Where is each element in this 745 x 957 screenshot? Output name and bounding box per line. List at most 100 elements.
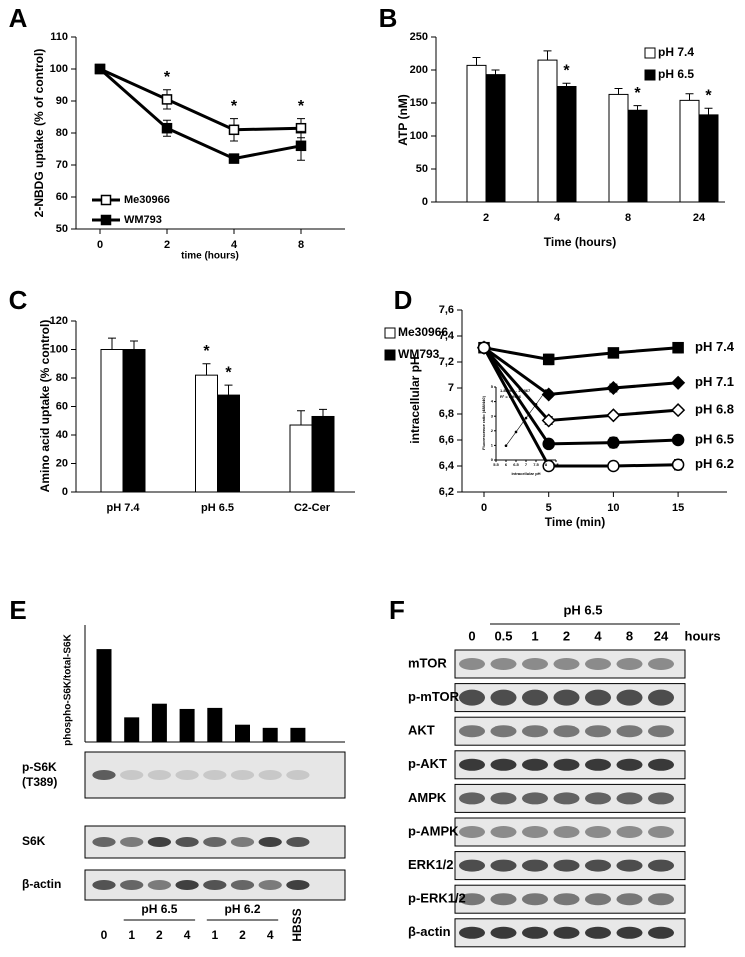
blot-label: p-AKT xyxy=(408,756,447,771)
x-tick-label: 4 xyxy=(231,239,238,251)
blot-header: pH 6.5 xyxy=(563,602,602,617)
series-label: pH 7.4 xyxy=(695,339,735,354)
x-tick-label: 8 xyxy=(298,239,304,251)
group-label: pH 6.2 xyxy=(224,902,260,916)
blot-label: p-ERK1/2 xyxy=(408,891,466,906)
blot-band xyxy=(490,725,517,738)
blot-band xyxy=(522,689,548,706)
blot-band xyxy=(92,837,116,847)
x-tick-label: 10 xyxy=(607,502,619,514)
lane-label: 1 xyxy=(128,928,135,942)
blot-band xyxy=(230,837,255,847)
error-bar xyxy=(297,410,305,426)
marker xyxy=(542,437,555,451)
error-bar xyxy=(704,107,713,115)
blot-band xyxy=(490,826,517,838)
blot-band xyxy=(286,770,310,780)
blot-label: p-AMPK xyxy=(408,823,459,838)
blot-band xyxy=(648,792,674,805)
line xyxy=(483,346,679,361)
blot-band xyxy=(585,792,611,805)
bar xyxy=(195,374,218,493)
y-axis-label: phospho-S6K/total-S6K xyxy=(63,633,74,745)
lane-unit: hours xyxy=(685,628,721,643)
blot-band xyxy=(585,725,611,738)
blot-band xyxy=(616,725,643,738)
blot-label: β-actin xyxy=(22,877,61,891)
blot-band xyxy=(258,880,282,890)
annotation: 1.8906x - 10.367 xyxy=(500,388,531,393)
y-tick-label: 80 xyxy=(56,127,68,139)
legend-swatch xyxy=(384,327,396,339)
panel-letter: A xyxy=(9,3,28,33)
blot-band xyxy=(648,893,674,906)
x-tick-label: pH 7.4 xyxy=(106,502,140,514)
blot-band xyxy=(553,725,580,738)
series-label: pH 6.2 xyxy=(695,456,734,471)
error-bar xyxy=(130,340,138,350)
panel-letter: F xyxy=(389,595,405,625)
x-tick-label: 0 xyxy=(97,239,103,251)
blot-frame xyxy=(454,649,686,679)
annotation: * xyxy=(164,69,171,86)
y-tick-label: 100 xyxy=(50,343,68,355)
bar xyxy=(179,708,195,743)
blot-band xyxy=(553,689,580,706)
y-tick-label: 120 xyxy=(50,315,68,327)
marker xyxy=(606,380,621,396)
marker xyxy=(542,353,555,366)
y-tick-label: 6,6 xyxy=(439,434,454,446)
blot-band xyxy=(616,758,643,771)
point xyxy=(544,389,548,392)
bar xyxy=(289,424,313,493)
blot-band xyxy=(92,770,116,780)
annotation: * xyxy=(203,343,210,360)
bar xyxy=(485,74,506,203)
blot-band xyxy=(92,880,116,890)
bar xyxy=(124,717,140,743)
marker xyxy=(541,413,556,428)
y-tick-label: 80 xyxy=(56,372,68,384)
y-tick-label: 0 xyxy=(62,486,68,498)
y-tick-label: 110 xyxy=(50,31,68,43)
y-tick-label: 7,2 xyxy=(439,356,454,368)
marker xyxy=(477,341,491,354)
blot-band xyxy=(648,725,674,738)
marker xyxy=(607,459,620,473)
point xyxy=(524,416,528,420)
blot-frame xyxy=(454,817,686,847)
x-tick-label: pH 6.5 xyxy=(201,502,234,514)
bar xyxy=(556,86,577,203)
point xyxy=(504,444,508,447)
x-axis-label: Time (min) xyxy=(545,515,605,529)
blot-label: ERK1/2 xyxy=(408,857,454,872)
blot-band xyxy=(490,658,517,670)
x-tick-label: 8.5 xyxy=(553,462,559,467)
lane-label: 24 xyxy=(654,628,669,643)
blot-band xyxy=(459,926,485,939)
blot-band xyxy=(522,926,548,939)
y-tick-label: 6,4 xyxy=(439,460,455,472)
y-tick-label: 250 xyxy=(410,31,428,43)
panel-letter: B xyxy=(379,3,398,33)
y-axis-label: Fluorescence ratio (488/440) xyxy=(481,395,486,449)
error-bar xyxy=(472,56,481,66)
line xyxy=(483,346,679,397)
y-tick-label: 6,8 xyxy=(439,408,454,420)
blot-band xyxy=(522,792,548,805)
marker xyxy=(161,122,173,134)
annotation: * xyxy=(705,87,712,104)
blot-band xyxy=(553,859,580,872)
marker xyxy=(672,341,684,354)
series-label: pH 6.8 xyxy=(695,402,734,417)
blot-band xyxy=(585,826,611,838)
blot-band xyxy=(120,837,144,847)
blot-band xyxy=(490,689,517,706)
blot-band xyxy=(459,859,485,872)
y-tick-label: 7,6 xyxy=(439,304,454,316)
bar xyxy=(627,109,648,203)
marker xyxy=(671,433,685,447)
blot-band xyxy=(616,689,643,706)
blot-band xyxy=(616,893,643,906)
